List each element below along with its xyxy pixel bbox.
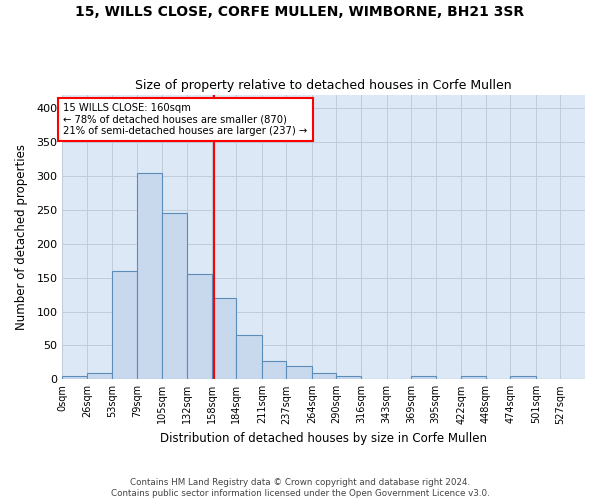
Bar: [337, 376, 361, 380]
Bar: [411, 376, 436, 380]
Bar: [560, 378, 585, 380]
Bar: [511, 376, 536, 380]
Bar: [236, 335, 262, 380]
Title: Size of property relative to detached houses in Corfe Mullen: Size of property relative to detached ho…: [136, 79, 512, 92]
Bar: [286, 366, 312, 380]
Y-axis label: Number of detached properties: Number of detached properties: [15, 144, 28, 330]
Bar: [361, 378, 386, 380]
Bar: [161, 213, 187, 380]
Bar: [62, 376, 87, 380]
Text: 15, WILLS CLOSE, CORFE MULLEN, WIMBORNE, BH21 3SR: 15, WILLS CLOSE, CORFE MULLEN, WIMBORNE,…: [76, 5, 524, 19]
Bar: [262, 361, 286, 380]
Bar: [87, 372, 112, 380]
Bar: [461, 376, 486, 380]
Bar: [187, 274, 212, 380]
Text: Contains HM Land Registry data © Crown copyright and database right 2024.
Contai: Contains HM Land Registry data © Crown c…: [110, 478, 490, 498]
Bar: [212, 298, 236, 380]
X-axis label: Distribution of detached houses by size in Corfe Mullen: Distribution of detached houses by size …: [160, 432, 487, 445]
Text: 15 WILLS CLOSE: 160sqm
← 78% of detached houses are smaller (870)
21% of semi-de: 15 WILLS CLOSE: 160sqm ← 78% of detached…: [63, 102, 308, 136]
Bar: [312, 372, 337, 380]
Bar: [137, 172, 161, 380]
Bar: [112, 271, 137, 380]
